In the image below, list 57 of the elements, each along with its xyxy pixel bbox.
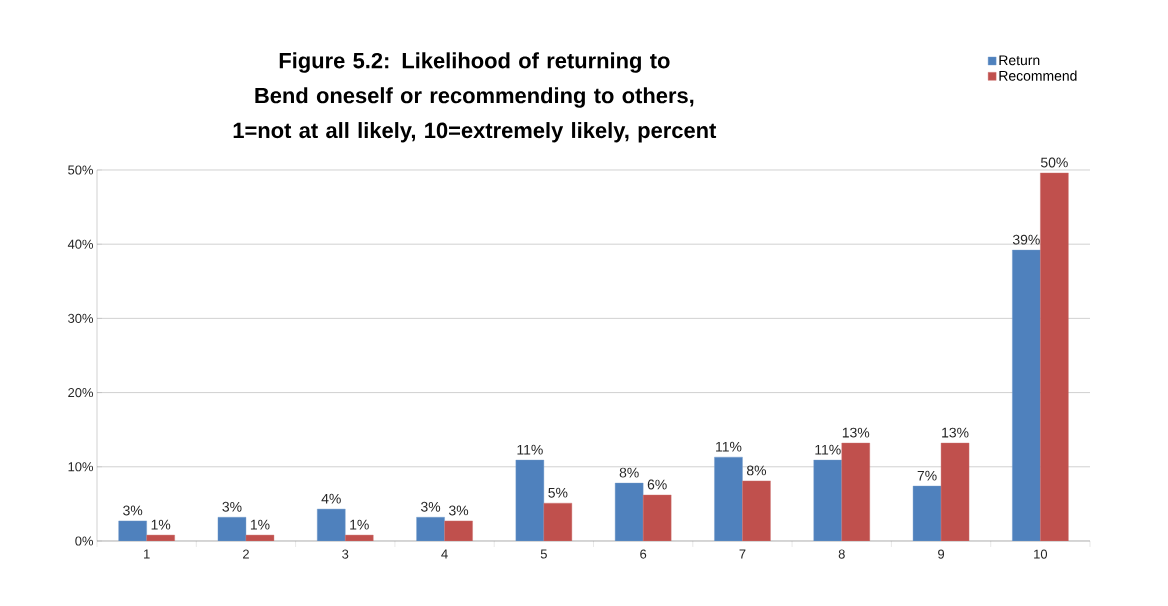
bar [714, 456, 743, 541]
data-label: 6% [647, 479, 667, 490]
legend-label: Return [999, 55, 1040, 66]
data-label: 8% [746, 465, 767, 476]
x-tick-label: 8 [838, 549, 845, 559]
bar [444, 520, 473, 541]
bar [912, 485, 942, 541]
data-label: 39% [1012, 234, 1040, 245]
bar [543, 502, 573, 541]
x-tick-label: 3 [342, 549, 349, 559]
data-label: 11% [517, 444, 543, 455]
bar [146, 534, 175, 541]
data-label: 4% [321, 493, 341, 504]
data-label: 5% [548, 487, 568, 498]
x-tick-label: 5 [540, 549, 547, 559]
x-tick-label: 2 [243, 549, 249, 559]
bar [1040, 172, 1069, 541]
data-label: 13% [842, 427, 870, 438]
data-label: 3% [123, 505, 143, 516]
chart-subtitle: 1=not at all likely, 10=extremely likely, percent [233, 122, 717, 143]
data-label: 3% [421, 501, 441, 512]
bar [940, 442, 970, 541]
data-label: 11% [815, 444, 841, 455]
data-label: 13% [942, 427, 969, 438]
data-label: 1% [151, 519, 171, 530]
data-label: 1% [250, 519, 270, 530]
x-tick-label: 1 [144, 549, 150, 559]
bar [742, 480, 771, 541]
x-tick-label: 9 [938, 549, 945, 559]
x-tick-label: 6 [640, 549, 647, 559]
y-tick-label: 0% [75, 536, 94, 546]
bar [245, 534, 275, 541]
data-label: 1% [350, 519, 369, 530]
legend-label: Recommend [999, 70, 1077, 81]
chart-title: Figure 5.2: Likelihood of returning to Bend oneself or recommending to others, [255, 52, 694, 108]
data-label: 11% [716, 441, 742, 452]
x-tick-label: 4 [441, 549, 448, 559]
bar [317, 508, 346, 541]
y-tick-label: 50% [68, 165, 94, 175]
data-label: 50% [1040, 157, 1068, 168]
data-label: 3% [222, 501, 242, 512]
y-tick-label: 30% [68, 313, 94, 323]
x-tick-label: 7 [739, 549, 746, 559]
y-tick-label: 40% [67, 239, 94, 249]
data-label: 3% [449, 505, 469, 516]
bar [813, 459, 842, 541]
y-tick-label: 20% [68, 388, 94, 398]
y-tick-label: 10% [68, 462, 94, 472]
bar [1012, 249, 1041, 541]
bar [345, 534, 374, 541]
data-label: 7% [917, 470, 937, 481]
data-label: 8% [619, 467, 639, 478]
bar [614, 482, 644, 541]
bar [515, 459, 545, 541]
bar [642, 494, 672, 541]
x-tick-label: 10 [1034, 549, 1048, 559]
bar [841, 442, 870, 541]
